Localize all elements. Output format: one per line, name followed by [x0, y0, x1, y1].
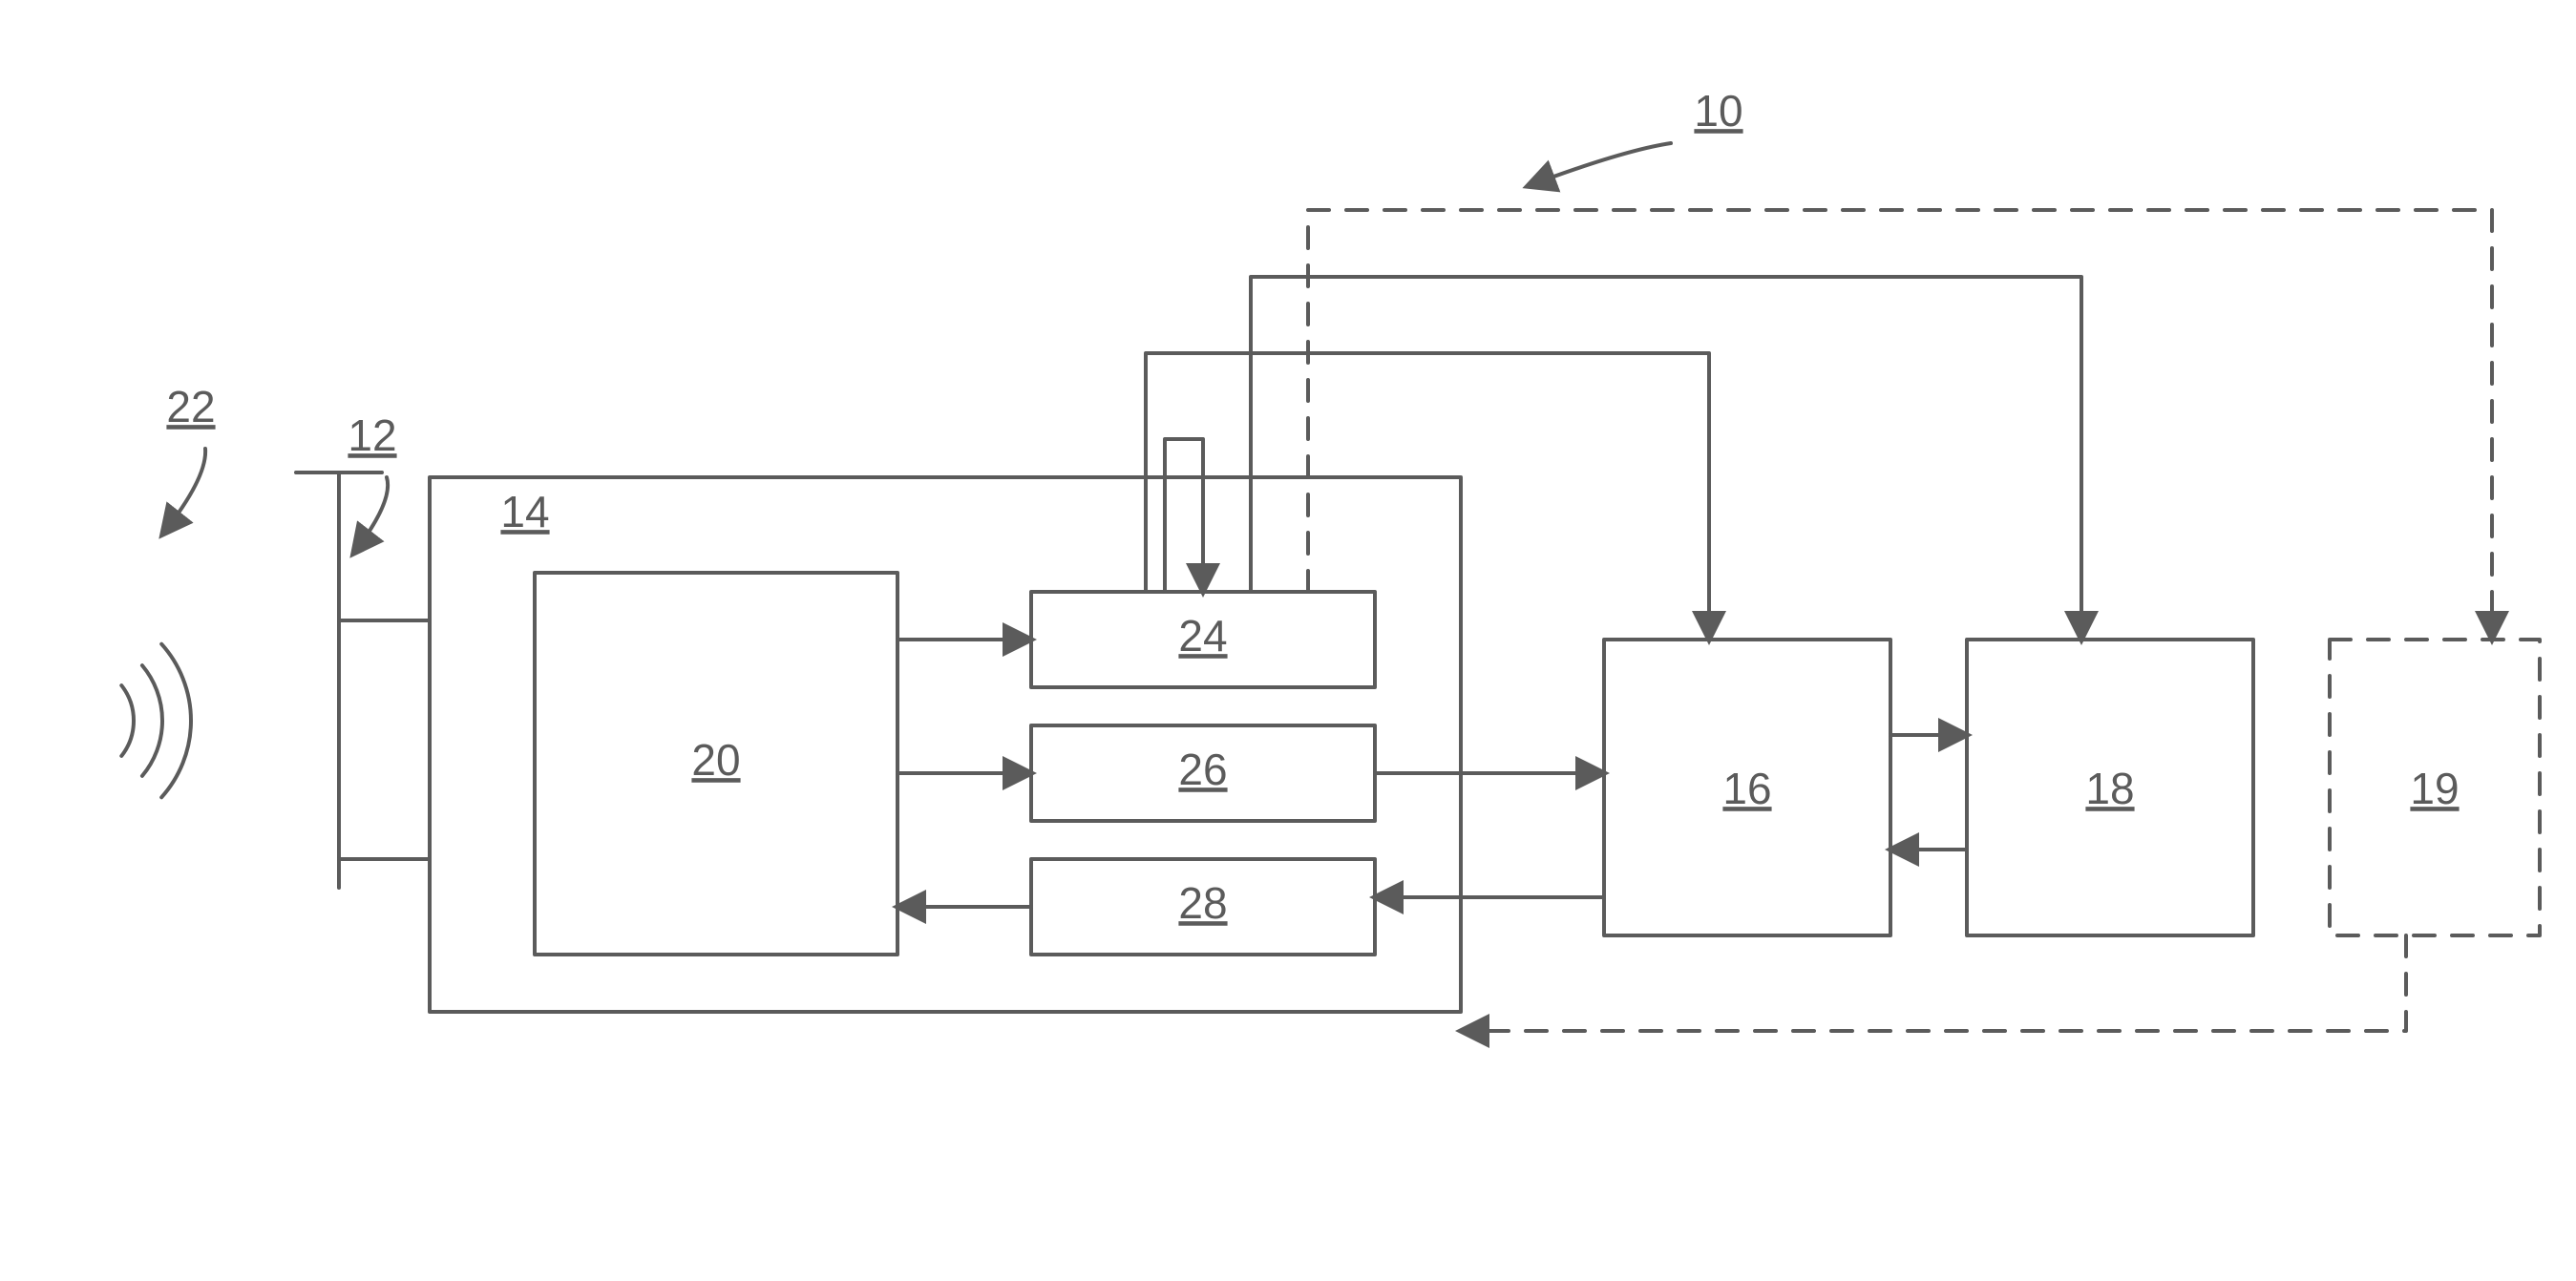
- pointer-label-12: 12: [348, 410, 396, 460]
- label-14: 14: [500, 487, 549, 536]
- pointer-label-22: 22: [166, 382, 215, 431]
- label-24: 24: [1178, 611, 1227, 661]
- pointer-label-10: 10: [1694, 86, 1742, 136]
- box-14: [430, 477, 1461, 1012]
- label-19: 19: [2410, 764, 2459, 813]
- label-26: 26: [1178, 745, 1227, 794]
- label-16: 16: [1722, 764, 1771, 813]
- label-28: 28: [1178, 878, 1227, 928]
- label-18: 18: [2085, 764, 2134, 813]
- label-20: 20: [691, 735, 740, 785]
